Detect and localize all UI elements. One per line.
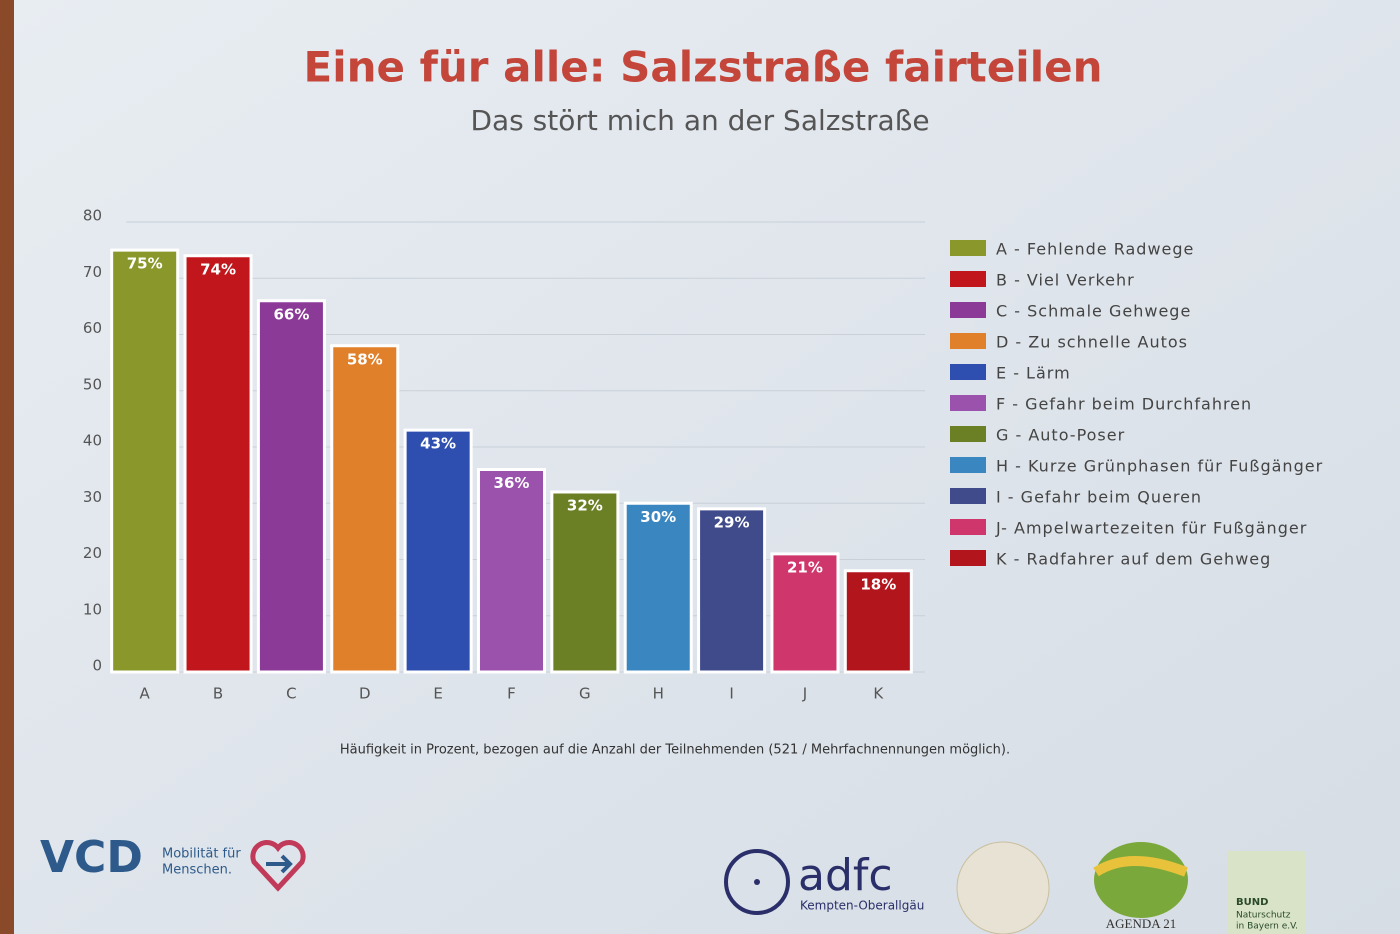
legend-swatch bbox=[950, 395, 986, 411]
legend-swatch bbox=[950, 519, 986, 535]
logo-text: adfc bbox=[798, 850, 893, 901]
value-label: 30% bbox=[640, 508, 676, 526]
legend-swatch bbox=[950, 488, 986, 504]
y-tick-label: 80 bbox=[83, 207, 102, 225]
legend-label: B - Viel Verkehr bbox=[996, 271, 1135, 290]
logo-arrow bbox=[266, 854, 293, 874]
x-tick-label: B bbox=[213, 685, 223, 703]
logo-text: BUND bbox=[1236, 897, 1268, 908]
logo-text: Mobilität für bbox=[162, 847, 241, 862]
value-label: 36% bbox=[494, 474, 530, 492]
logo-text: AGENDA 21 bbox=[1106, 916, 1176, 931]
y-tick-label: 40 bbox=[83, 432, 102, 450]
bar bbox=[110, 248, 180, 674]
bar bbox=[183, 254, 253, 674]
y-tick-label: 30 bbox=[83, 488, 102, 506]
x-tick-label: C bbox=[286, 685, 296, 703]
logo-seal bbox=[956, 841, 1050, 934]
y-tick-label: 0 bbox=[92, 657, 102, 675]
x-tick-label: K bbox=[873, 685, 884, 703]
value-label: 75% bbox=[127, 255, 163, 273]
bar bbox=[697, 507, 767, 674]
logo-heart bbox=[250, 840, 306, 892]
x-tick-label: I bbox=[729, 685, 733, 703]
logo-box bbox=[1227, 851, 1305, 934]
logo-swoosh bbox=[1093, 856, 1188, 877]
value-label: 32% bbox=[567, 497, 603, 515]
logo-text: Naturschutz bbox=[1236, 911, 1291, 921]
x-tick-label: J bbox=[802, 685, 807, 703]
legend-label: G - Auto-Poser bbox=[996, 426, 1125, 445]
logo-text: Kempten-Oberallgäu bbox=[800, 899, 924, 913]
legend-swatch bbox=[950, 457, 986, 473]
legend-label: D - Zu schnelle Autos bbox=[996, 333, 1188, 352]
legend-label: C - Schmale Gehwege bbox=[996, 302, 1191, 321]
logo-circle bbox=[724, 849, 790, 915]
x-tick-label: H bbox=[653, 685, 664, 703]
frame-edge bbox=[0, 0, 14, 934]
x-tick-label: E bbox=[433, 685, 442, 703]
bar bbox=[843, 569, 913, 674]
bar bbox=[256, 299, 326, 674]
value-label: 66% bbox=[273, 305, 309, 323]
legend-label: H - Kurze Grünphasen für Fußgänger bbox=[996, 457, 1323, 476]
value-label: 74% bbox=[200, 260, 236, 278]
logo-text: Menschen. bbox=[162, 863, 232, 878]
legend-swatch bbox=[950, 302, 986, 318]
y-tick-label: 50 bbox=[83, 375, 102, 393]
y-tick-label: 10 bbox=[83, 600, 102, 618]
legend-swatch bbox=[950, 426, 986, 442]
x-tick-label: A bbox=[140, 685, 151, 703]
value-label: 18% bbox=[860, 575, 896, 593]
bar bbox=[770, 552, 840, 674]
x-tick-label: F bbox=[507, 685, 516, 703]
value-label: 21% bbox=[787, 558, 823, 576]
legend-swatch bbox=[950, 240, 986, 256]
legend-swatch bbox=[950, 364, 986, 380]
legend-label: J- Ampelwartezeiten für Fußgänger bbox=[995, 519, 1307, 538]
bar bbox=[476, 468, 547, 674]
y-tick-label: 60 bbox=[83, 319, 102, 337]
legend-swatch bbox=[950, 271, 986, 287]
logo-bund: BUND Naturschutz in Bayern e.V. bbox=[1227, 851, 1305, 934]
logo-shape bbox=[1094, 842, 1188, 918]
value-label: 43% bbox=[420, 435, 456, 453]
logo-agenda: AGENDA 21 bbox=[1093, 842, 1188, 931]
logo-text: in Bayern e.V. bbox=[1236, 922, 1298, 932]
bar bbox=[403, 428, 473, 674]
logo-dot bbox=[754, 879, 760, 885]
bar bbox=[550, 490, 620, 674]
value-label: 58% bbox=[347, 350, 383, 368]
legend-label: K - Radfahrer auf dem Gehweg bbox=[996, 550, 1271, 569]
legend-swatch bbox=[950, 333, 986, 349]
y-tick-label: 70 bbox=[83, 263, 102, 281]
legend-label: I - Gefahr beim Queren bbox=[996, 488, 1202, 507]
legend-label: E - Lärm bbox=[996, 364, 1071, 383]
chart-note: Häufigkeit in Prozent, bezogen auf die A… bbox=[340, 743, 1010, 758]
legend-label: F - Gefahr beim Durchfahren bbox=[996, 395, 1252, 414]
value-label: 29% bbox=[714, 513, 750, 531]
bar bbox=[330, 344, 400, 674]
logo-text: VCD bbox=[40, 832, 143, 883]
chart-subtitle: Das stört mich an der Salzstraße bbox=[470, 104, 929, 137]
y-tick-label: 20 bbox=[83, 544, 102, 562]
bar bbox=[623, 501, 693, 674]
logo-adfc: adfc Kempten-Oberallgäu bbox=[724, 849, 924, 915]
logo-vcd: VCD Mobilität für Menschen. bbox=[40, 832, 306, 892]
legend-label: A - Fehlende Radwege bbox=[996, 240, 1194, 259]
x-tick-label: G bbox=[579, 685, 591, 703]
legend-swatch bbox=[950, 550, 986, 566]
x-tick-label: D bbox=[359, 685, 371, 703]
chart-title: Eine für alle: Salzstraße fairteilen bbox=[304, 43, 1103, 92]
